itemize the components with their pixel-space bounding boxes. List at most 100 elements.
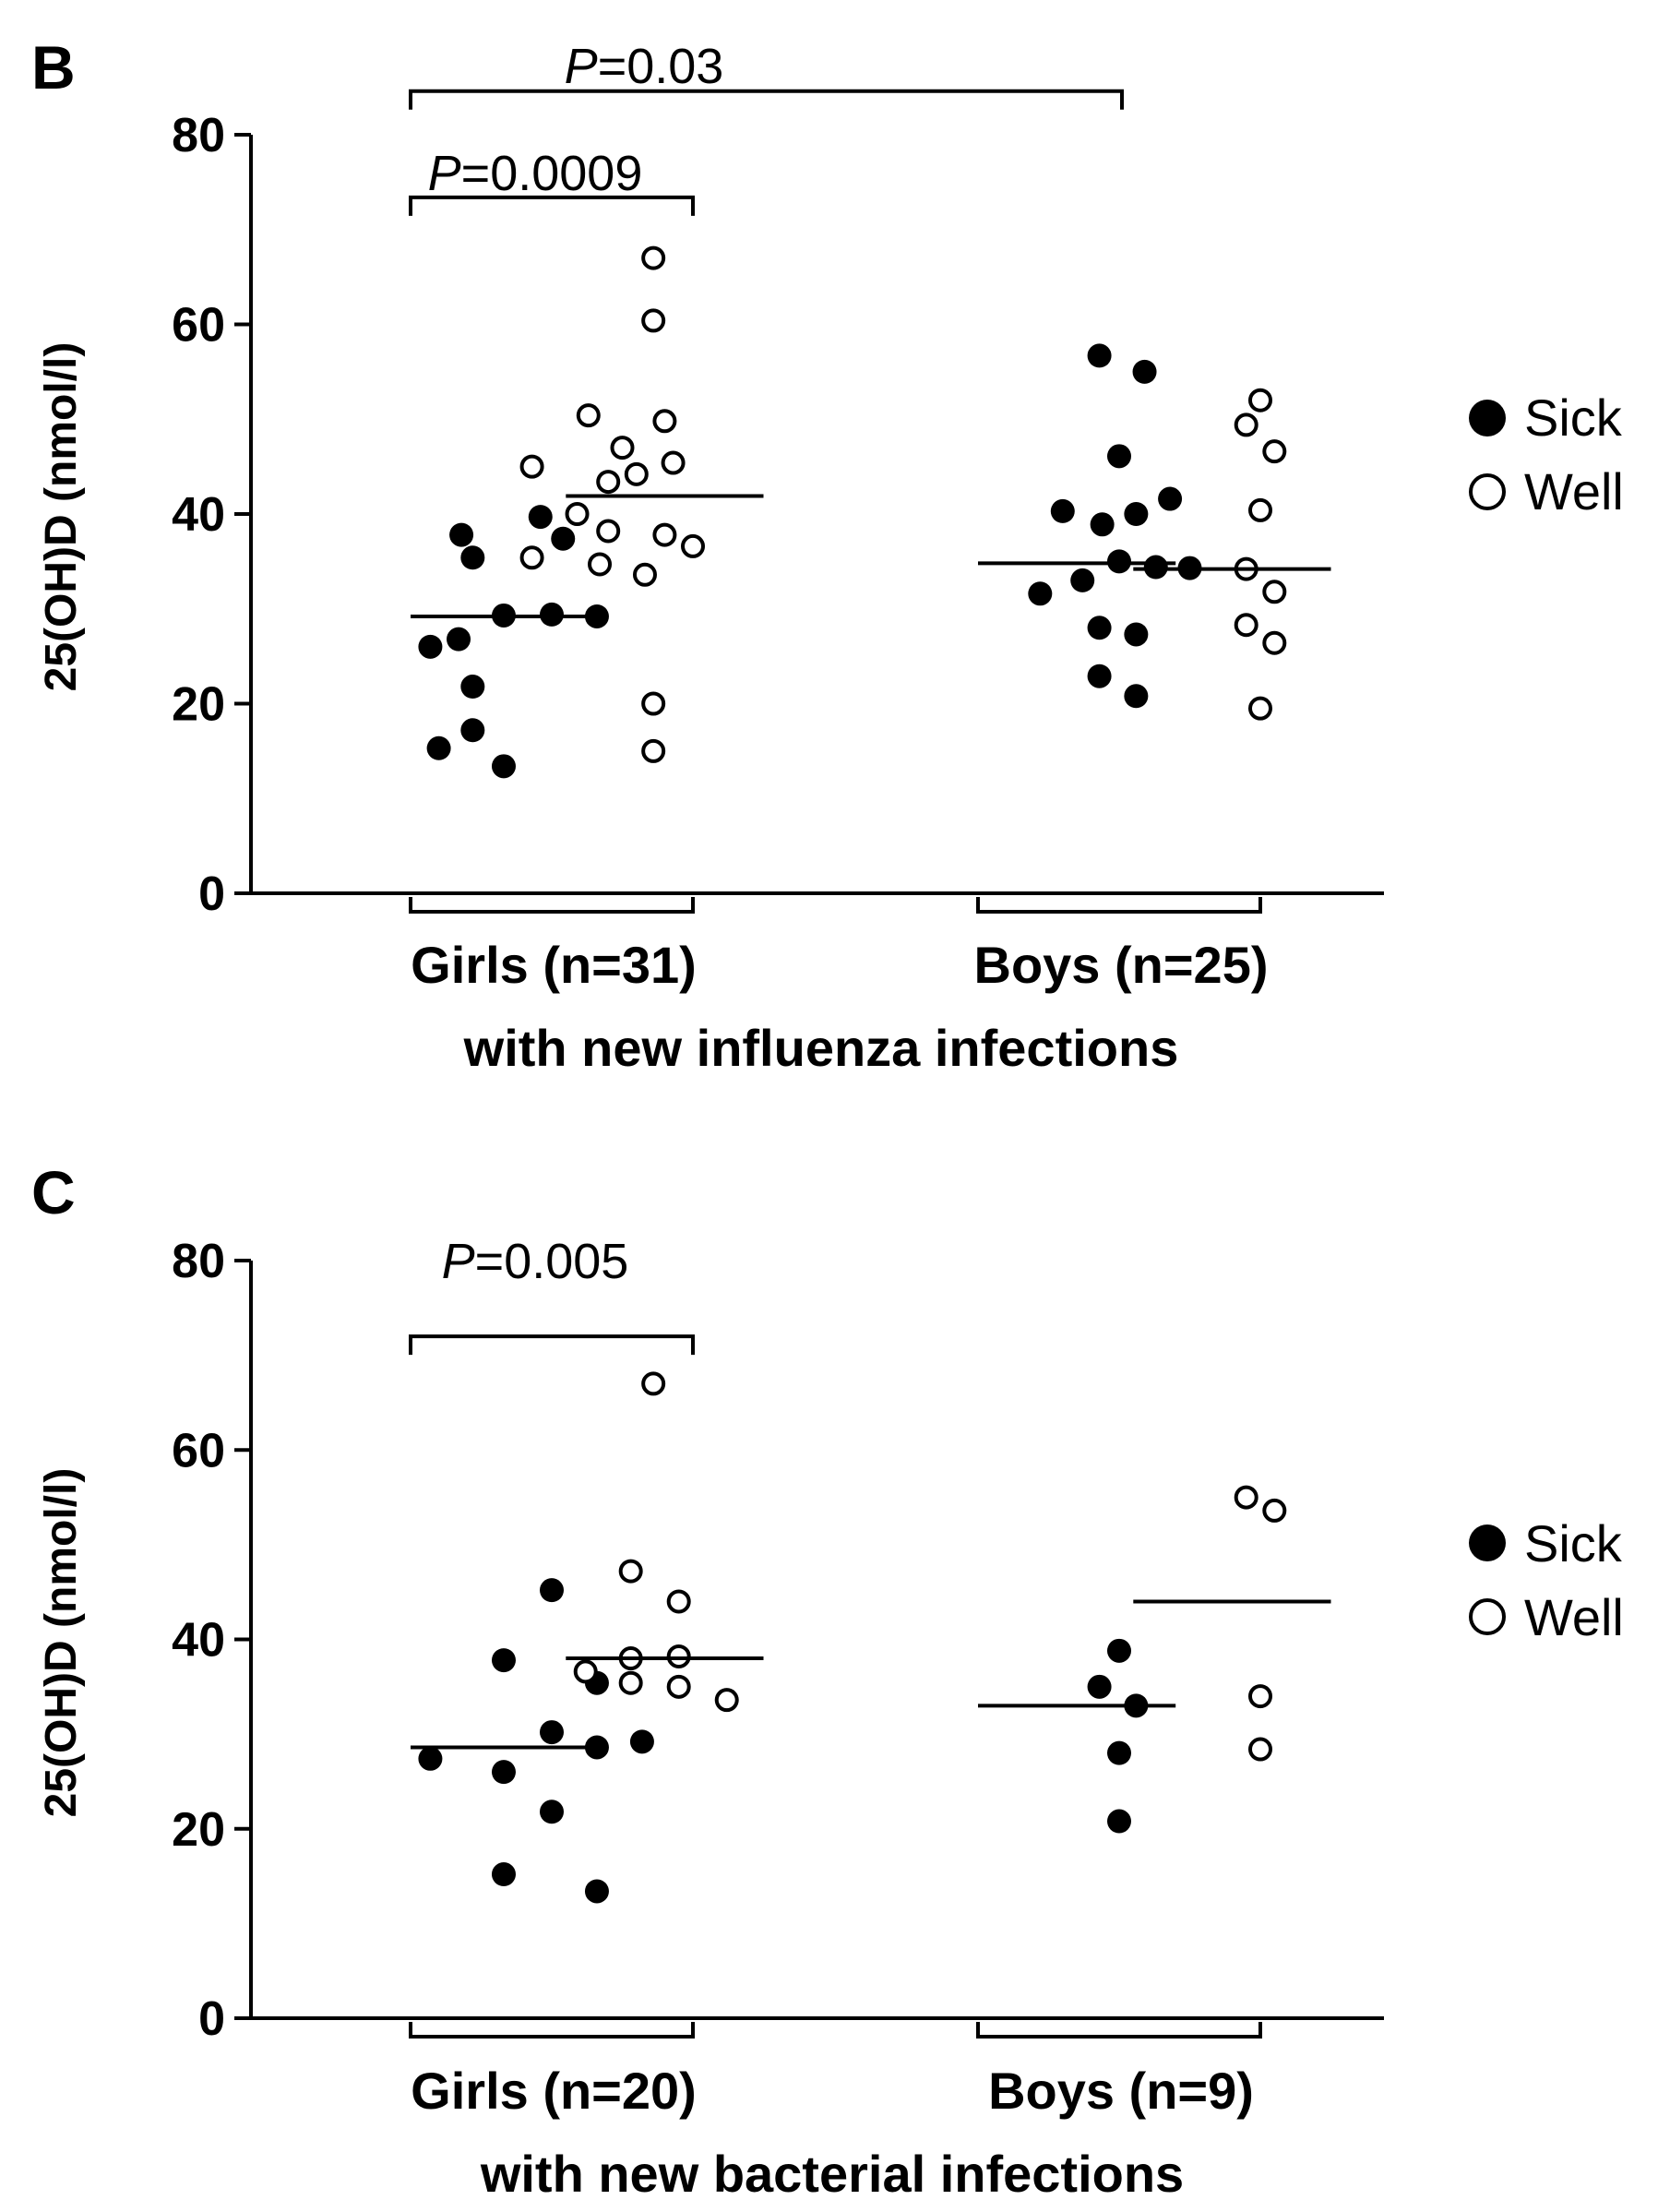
sick-data-point (1070, 568, 1095, 592)
y-tick-label: 60 (172, 1424, 225, 1477)
well-data-point (666, 1674, 691, 1699)
legend-well-marker (1469, 473, 1506, 510)
legend-well-label: Well (1524, 1588, 1624, 1646)
sick-data-point (1124, 622, 1149, 647)
group-bracket (976, 2022, 1262, 2039)
y-axis-label: 25(OH)D (nmol/l) (37, 342, 86, 692)
sick-data-point (449, 522, 474, 547)
well-data-point (618, 1559, 643, 1584)
y-tick-label: 20 (172, 678, 225, 732)
well-data-point (519, 545, 544, 570)
well-data-point (596, 470, 621, 495)
sick-data-point (1087, 343, 1112, 368)
y-axis-label: 25(OH)D (nmol/l) (37, 1468, 86, 1818)
y-tick-label: 60 (172, 299, 225, 353)
legend-well-marker (1469, 1598, 1506, 1635)
sick-data-point (426, 735, 451, 760)
well-data-point (641, 1371, 666, 1396)
sick-data-point (1050, 498, 1075, 523)
x-category-label: Boys (n=25) (974, 936, 1269, 994)
well-data-point (1234, 613, 1258, 638)
well-data-point (576, 403, 601, 428)
legend-sick-marker (1469, 400, 1506, 436)
well-data-point (641, 308, 666, 333)
x-category-label: Girls (n=31) (411, 936, 697, 994)
x-axis-label: with new bacterial infections (480, 2145, 1184, 2203)
sick-data-point (460, 675, 485, 699)
well-data-point (1262, 1498, 1287, 1523)
sick-data-point (540, 1720, 564, 1745)
x-category-label: Girls (n=20) (411, 2062, 697, 2120)
well-data-point (641, 691, 666, 716)
sick-data-point (1028, 581, 1053, 606)
sick-data-point (491, 1760, 516, 1785)
sick-data-point (447, 627, 471, 652)
y-tick-label: 80 (172, 109, 225, 162)
legend-well-label: Well (1524, 462, 1624, 520)
y-tick-label: 80 (172, 1235, 225, 1288)
p-value-label: P=0.0009 (428, 146, 643, 201)
well-data-point (666, 1589, 691, 1614)
group-bracket (976, 897, 1262, 914)
panel-b: B 25(OH)D (nmol/l) Girls (n=31) Boys (n=… (31, 33, 1624, 1077)
significance-bracket (409, 1334, 695, 1356)
well-data-point (1262, 630, 1287, 655)
well-data-point (1262, 580, 1287, 604)
sick-data-point (1087, 1674, 1112, 1699)
sick-data-point (551, 526, 576, 551)
sick-data-point (418, 634, 443, 659)
well-data-point (641, 245, 666, 270)
sick-data-point (1143, 555, 1168, 580)
well-data-point (666, 1644, 691, 1668)
panel-letter: C (31, 1158, 76, 1226)
sick-data-point (629, 1729, 654, 1754)
x-axis-label: with new influenza infections (463, 1019, 1179, 1077)
sick-data-point (1124, 502, 1149, 526)
legend-sick-marker (1469, 1524, 1506, 1561)
sick-data-point (540, 1578, 564, 1603)
well-data-point (1248, 1684, 1272, 1709)
well-data-point (618, 1670, 643, 1695)
y-tick-label: 40 (172, 1614, 225, 1668)
well-data-point (519, 454, 544, 479)
well-data-point (681, 533, 705, 558)
well-data-point (632, 562, 657, 587)
well-data-point (1248, 1737, 1272, 1762)
y-tick-label: 40 (172, 488, 225, 542)
sick-data-point (1124, 684, 1149, 709)
sick-data-point (491, 754, 516, 779)
well-data-point (565, 502, 590, 526)
well-data-point (1248, 497, 1272, 522)
x-category-label: Boys (n=9) (988, 2062, 1254, 2120)
sick-data-point (1132, 359, 1157, 384)
well-data-point (652, 409, 677, 434)
well-data-point (624, 461, 649, 486)
y-tick-label: 0 (198, 1992, 225, 2046)
well-data-point (714, 1688, 739, 1713)
well-data-point (1248, 696, 1272, 721)
sick-data-point (1087, 664, 1112, 688)
y-tick-label: 20 (172, 1803, 225, 1857)
y-tick-label: 0 (198, 867, 225, 921)
group-bracket (409, 897, 695, 914)
sick-data-point (1107, 1740, 1131, 1765)
p-value-label: P=0.03 (565, 39, 724, 94)
well-data-point (573, 1659, 598, 1684)
legend-sick-label: Sick (1524, 1514, 1623, 1572)
p-value-label: P=0.005 (442, 1234, 629, 1289)
sick-data-point (1107, 444, 1131, 469)
group-bracket (409, 2022, 695, 2039)
sick-data-point (540, 602, 564, 627)
panel-letter: B (31, 33, 76, 102)
well-data-point (1262, 439, 1287, 464)
sick-data-point (1090, 512, 1115, 537)
well-data-point (1234, 1485, 1258, 1510)
well-data-point (610, 436, 635, 460)
well-data-point (661, 450, 686, 475)
sick-data-point (460, 545, 485, 570)
sick-data-point (528, 505, 553, 530)
sick-data-point (418, 1746, 443, 1771)
well-data-point (588, 552, 613, 577)
